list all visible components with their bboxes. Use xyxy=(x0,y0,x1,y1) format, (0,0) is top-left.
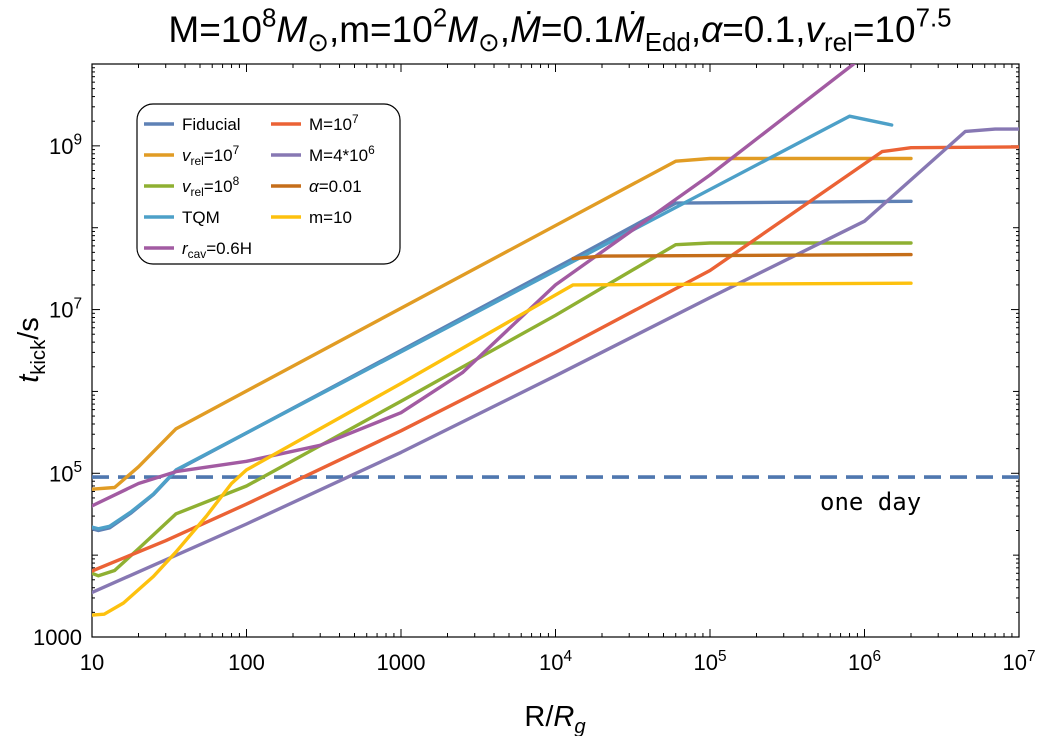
series-line-alpha-0-01 xyxy=(571,252,913,261)
series-line-vrel-10-7 xyxy=(92,156,913,491)
series-line-tqm xyxy=(92,114,894,531)
x-tick-label: 100 xyxy=(228,650,265,675)
legend-label: α=0.01 xyxy=(309,177,362,196)
x-tick-label: 106 xyxy=(848,648,881,675)
series-line-rcav-0-6h xyxy=(92,64,856,508)
reference-line-label: one day xyxy=(820,488,921,516)
series-line-m-4-10-6 xyxy=(92,127,1019,595)
legend: Fiducial vrel=107 vrel=108 TQM rcav=0.6H M=10… xyxy=(136,103,401,265)
reference-lines: one day xyxy=(92,475,1019,516)
series-line-vrel-10-8 xyxy=(92,241,913,578)
legend-label: m=10 xyxy=(309,208,352,227)
legend-label: M=107 xyxy=(309,112,359,134)
series-layer xyxy=(92,64,1019,617)
x-axis-label: R/Rg xyxy=(524,701,586,736)
legend-label: M=4*106 xyxy=(309,143,375,165)
x-tick-label: 1000 xyxy=(377,650,426,675)
legend-label: vrel=107 xyxy=(182,143,240,168)
legend-label: Fiducial xyxy=(182,115,241,134)
y-tick-label: 105 xyxy=(49,459,82,486)
x-tick-label: 105 xyxy=(693,648,726,675)
legend-box xyxy=(136,103,401,265)
y-tick-label: 1000 xyxy=(33,625,82,650)
legend-label: rcav=0.6H xyxy=(182,239,252,261)
legend-label: TQM xyxy=(182,208,220,227)
y-axis-label: tkick/s xyxy=(13,317,50,383)
series-line-m-10-7 xyxy=(92,145,1019,573)
x-tick-label: 104 xyxy=(539,648,572,675)
series-line-m-10 xyxy=(92,281,913,617)
y-tick-label: 107 xyxy=(49,295,82,322)
x-tick-labels: 10 100 1000 104 105 106 107 xyxy=(80,648,1036,675)
legend-label: vrel=108 xyxy=(182,174,240,199)
y-tick-labels: 1000 105 107 109 xyxy=(33,132,82,650)
legend-items: Fiducial vrel=107 vrel=108 TQM rcav=0.6H M=10… xyxy=(144,112,375,261)
y-tick-label: 109 xyxy=(49,132,82,159)
x-tick-label: 10 xyxy=(80,650,104,675)
chart-title: M=108M⊙,m=102M⊙,Ṁ=0.1ṀEdd,α=0.1,vrel=107… xyxy=(168,4,951,56)
x-tick-label: 107 xyxy=(1002,648,1035,675)
